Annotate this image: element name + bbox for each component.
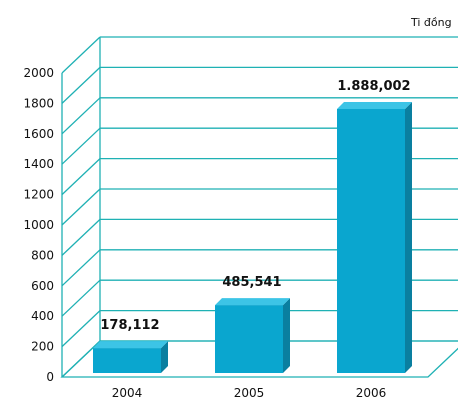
y-tick-label: 1400 (23, 157, 54, 171)
gridline-diagonal (61, 66, 101, 104)
bar-side (283, 298, 290, 373)
bar-top (215, 298, 290, 306)
bar (215, 305, 283, 373)
gridline-diagonal (61, 279, 101, 317)
y-tick-label: 1200 (23, 188, 54, 202)
y-tick-label: 2000 (23, 66, 54, 80)
data-labels: 178,112 485,541 1.888,002 (100, 79, 410, 333)
y-axis-ticks: 0 200 400 600 800 1000 1200 1400 1600 1800 2000 (23, 66, 54, 384)
x-tick-label: 2005 (234, 386, 265, 400)
gridline-diagonal (61, 36, 101, 74)
y-tick-label: 600 (31, 279, 54, 293)
gridline-diagonal (61, 97, 101, 135)
x-tick-label: 2006 (356, 386, 387, 400)
y-tick-label: 400 (31, 309, 54, 323)
gridline-diagonal (61, 310, 101, 348)
data-label: 485,541 (222, 275, 281, 290)
x-axis-ticks: 2004 2005 2006 (112, 386, 387, 400)
x-tick-label: 2004 (112, 386, 143, 400)
y-tick-label: 0 (46, 370, 54, 384)
data-label: 1.888,002 (337, 79, 410, 94)
gridline-diagonal (61, 188, 101, 226)
y-tick-label: 200 (31, 340, 54, 354)
bar-side (161, 341, 168, 373)
y-tick-label: 1600 (23, 127, 54, 141)
bar-top (93, 341, 168, 349)
bar (93, 348, 161, 373)
bar (337, 108, 405, 373)
gridline-diagonal (61, 340, 101, 378)
bar-top (337, 101, 412, 109)
gridline-diagonal (61, 127, 101, 165)
y-tick-label: 1000 (23, 218, 54, 232)
gridline-diagonal (61, 158, 101, 196)
y-tick-label: 800 (31, 248, 54, 262)
data-label: 178,112 (100, 318, 159, 333)
unit-label: Ti đồng (410, 16, 452, 29)
gridline-diagonal (61, 218, 101, 256)
bars (93, 101, 412, 373)
gridline-diagonal (61, 249, 101, 287)
y-tick-label: 1800 (23, 96, 54, 110)
bar-side (405, 101, 412, 373)
